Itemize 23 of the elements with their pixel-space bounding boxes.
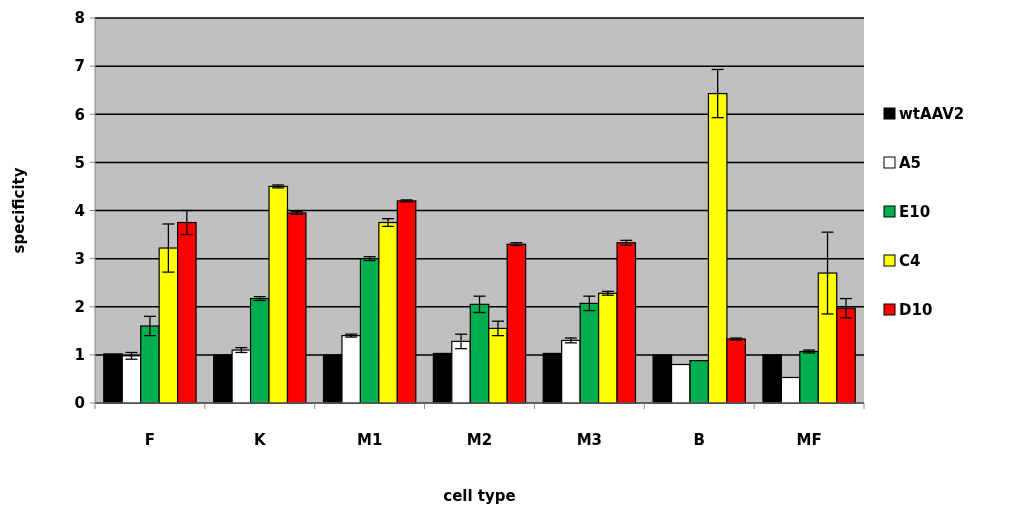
y-tick-label: 3 xyxy=(74,249,85,268)
y-tick-label: 0 xyxy=(74,394,85,413)
legend-label: wtAAV2 xyxy=(899,105,965,124)
x-axis-title: cell type xyxy=(443,487,516,505)
x-tick-label: MF xyxy=(796,431,822,449)
y-tick-label: 1 xyxy=(74,346,85,365)
x-tick-label: F xyxy=(144,431,156,449)
y-tick-label: 5 xyxy=(74,153,85,172)
y-tick-label: 4 xyxy=(74,201,85,220)
legend-label: C4 xyxy=(899,252,921,271)
legend-label: E10 xyxy=(899,203,931,222)
x-tick-label: M1 xyxy=(356,431,383,449)
y-tick-label: 2 xyxy=(74,298,85,316)
x-tick-label: M2 xyxy=(466,431,493,449)
x-tick-label: K xyxy=(253,431,267,449)
y-axis-title: specificity xyxy=(10,167,28,254)
legend-label: A5 xyxy=(899,154,922,173)
x-tick-label: B xyxy=(693,431,705,449)
y-tick-label: 8 xyxy=(74,9,85,28)
y-tick-label: 6 xyxy=(74,105,85,124)
legend-label: D10 xyxy=(899,301,933,320)
x-tick-label: M3 xyxy=(576,431,603,449)
y-tick-label: 7 xyxy=(74,57,85,76)
